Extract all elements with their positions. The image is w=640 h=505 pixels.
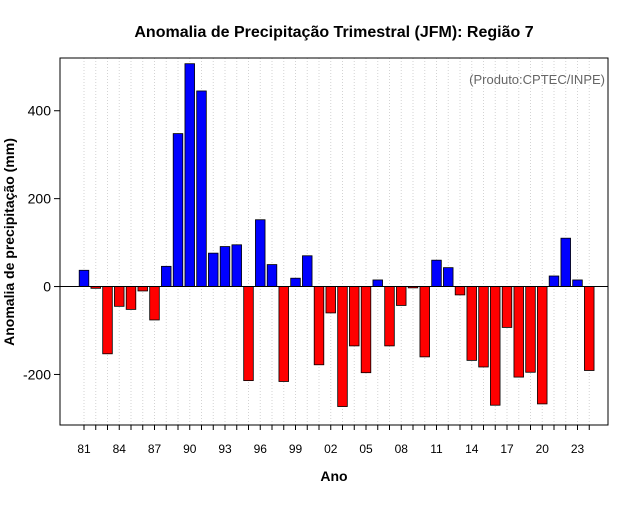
bar-01: [313, 286, 325, 366]
bar-83: [102, 286, 113, 355]
bar-16: [490, 286, 501, 406]
bar-13: [454, 286, 466, 296]
bar-97: [266, 264, 278, 287]
bar-93: [219, 246, 231, 287]
x-tick-label: 99: [289, 442, 303, 456]
y-axis-title: Anomalia de precipitação (mm): [1, 138, 17, 346]
x-tick-label: 93: [218, 442, 232, 456]
bar-95: [243, 286, 254, 382]
bar-17: [501, 286, 513, 328]
bar-05: [360, 286, 372, 374]
x-tick-label: 96: [254, 442, 268, 456]
y-tick-label: 400: [28, 103, 52, 119]
bar-86: [137, 286, 148, 292]
bar-12: [443, 267, 454, 287]
bar-02: [325, 286, 336, 314]
chart-title: Anomalia de Precipitação Trimestral (JFM…: [134, 24, 533, 41]
x-tick-label: 87: [148, 442, 162, 456]
x-axis: 81 84 87 90 93 96 99 02 05 08 11 14 17 20 23: [77, 425, 590, 456]
x-tick-label: 02: [324, 442, 338, 456]
bar-20: [537, 286, 548, 405]
bar-14: [466, 286, 477, 361]
bar-24: [584, 286, 595, 371]
bar-85: [125, 286, 137, 310]
bar-98: [278, 286, 289, 382]
bar-87: [149, 286, 160, 321]
bar-07: [384, 286, 395, 347]
bar-81: [78, 269, 90, 287]
bar-10: [419, 286, 430, 358]
bar-92: [208, 252, 219, 287]
bar-06: [372, 279, 383, 287]
grid-lines: [83, 58, 590, 425]
bar-96: [255, 219, 266, 287]
bar-99: [290, 277, 301, 287]
bar-21: [548, 275, 560, 287]
y-tick-label: 200: [28, 191, 52, 207]
bar-22: [560, 237, 571, 287]
bar-84: [114, 286, 125, 307]
x-tick-label: 84: [113, 442, 127, 456]
bars: [78, 63, 595, 407]
bar-88: [161, 265, 172, 287]
bar-03: [337, 286, 348, 407]
x-tick-label: 11: [430, 442, 443, 456]
bar-91: [196, 90, 207, 287]
y-axis: -200 0 200 400: [23, 103, 60, 382]
credit-label: (Produto:CPTEC/INPE): [469, 72, 605, 87]
x-tick-label: 81: [77, 442, 91, 456]
y-tick-label: -200: [23, 366, 51, 382]
x-tick-label: 23: [571, 442, 585, 456]
bar-19: [525, 286, 536, 373]
bar-11: [431, 259, 442, 287]
x-tick-label: 17: [500, 442, 514, 456]
bar-00: [302, 255, 313, 287]
x-tick-label: 90: [183, 442, 197, 456]
bar-94: [231, 244, 242, 287]
x-tick-label: 20: [536, 442, 550, 456]
bar-08: [396, 286, 407, 306]
y-tick-label: 0: [43, 279, 51, 295]
x-tick-label: 05: [359, 442, 373, 456]
x-axis-title: Ano: [320, 468, 347, 484]
bar-89: [172, 133, 184, 287]
x-tick-label: 14: [465, 442, 479, 456]
bar-04: [349, 286, 360, 347]
bar-18: [513, 286, 524, 378]
bar-23: [572, 279, 583, 287]
plot-frame: [59, 57, 609, 426]
bar-15: [478, 286, 489, 368]
bar-90: [184, 63, 195, 287]
x-tick-label: 08: [395, 442, 409, 456]
